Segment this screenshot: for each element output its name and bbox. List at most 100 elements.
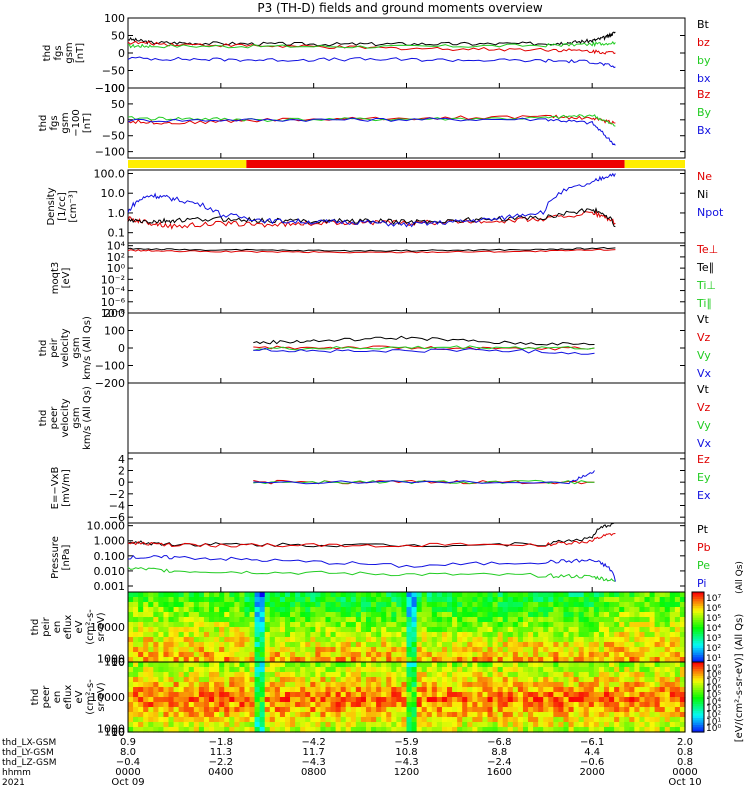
heatmap-cell bbox=[340, 707, 347, 713]
heatmap-cell bbox=[603, 662, 610, 668]
heatmap-cell bbox=[593, 632, 600, 638]
heatmap-cell bbox=[431, 632, 438, 638]
heatmap-cell bbox=[644, 637, 651, 643]
heatmap-cell bbox=[512, 717, 519, 723]
heatmap-cell bbox=[447, 657, 453, 663]
heatmap-cell bbox=[609, 702, 615, 708]
heatmap-cell bbox=[462, 697, 468, 703]
heatmap-cell bbox=[452, 652, 458, 658]
heatmap-cell bbox=[452, 662, 458, 668]
heatmap-cell bbox=[183, 642, 190, 648]
heatmap-cell bbox=[457, 657, 463, 663]
heatmap-cell bbox=[578, 727, 585, 733]
heatmap-cell bbox=[563, 597, 570, 603]
heatmap-cell bbox=[533, 682, 539, 688]
heatmap-cell bbox=[619, 627, 625, 633]
heatmap-cell bbox=[669, 637, 676, 643]
heatmap-cell bbox=[158, 632, 165, 638]
heatmap-cell bbox=[598, 707, 605, 713]
heatmap-cell bbox=[203, 632, 210, 638]
heatmap-cell bbox=[502, 622, 509, 628]
colorbar-tick-label: 10⁷ bbox=[706, 594, 721, 604]
heatmap-cell bbox=[598, 612, 605, 618]
heatmap-cell bbox=[447, 707, 453, 713]
heatmap-cell bbox=[376, 647, 382, 653]
heatmap-cell bbox=[376, 657, 382, 663]
heatmap-cell bbox=[295, 672, 301, 678]
heatmap-cell bbox=[168, 687, 175, 693]
heatmap-cell bbox=[568, 672, 575, 678]
colorbar-cell bbox=[692, 664, 704, 668]
heatmap-cell bbox=[447, 592, 453, 598]
heatmap-cell bbox=[629, 632, 635, 638]
heatmap-cell bbox=[664, 622, 671, 628]
heatmap-cell bbox=[659, 637, 666, 643]
heatmap-cell bbox=[284, 662, 291, 668]
heatmap-cell bbox=[507, 632, 514, 638]
legend-Pi: Pi bbox=[697, 577, 706, 590]
heatmap-cell bbox=[548, 647, 554, 653]
heatmap-cell bbox=[588, 717, 595, 723]
heatmap-cell bbox=[406, 667, 413, 673]
heatmap-cell bbox=[168, 612, 175, 618]
heatmap-cell bbox=[421, 702, 428, 708]
heatmap-cell bbox=[654, 702, 661, 708]
heatmap-cell bbox=[639, 592, 646, 598]
heatmap-cell bbox=[457, 687, 463, 693]
series-Te∥ bbox=[127, 246, 616, 252]
heatmap-cell bbox=[219, 622, 225, 628]
legend-Bx: Bx bbox=[697, 124, 712, 137]
heatmap-cell bbox=[528, 612, 534, 618]
heatmap-cell bbox=[573, 612, 580, 618]
heatmap-cell bbox=[371, 717, 377, 723]
colorbar-tick-label: 10³ bbox=[706, 634, 721, 644]
heatmap-cell bbox=[173, 592, 180, 598]
heatmap-cell bbox=[629, 682, 635, 688]
heatmap-cell bbox=[386, 697, 392, 703]
heatmap-cell bbox=[183, 627, 190, 633]
heatmap-cell bbox=[173, 672, 180, 678]
x-axis-value: 8.8 bbox=[491, 747, 507, 758]
heatmap-cell bbox=[452, 707, 458, 713]
heatmap-cell bbox=[517, 652, 524, 658]
heatmap-cell bbox=[431, 627, 438, 633]
heatmap-cell bbox=[502, 702, 509, 708]
heatmap-cell bbox=[426, 707, 433, 713]
y-tick-label: 200 bbox=[104, 307, 125, 320]
heatmap-cell bbox=[593, 592, 600, 598]
heatmap-cell bbox=[401, 597, 408, 603]
heatmap-cell bbox=[659, 592, 666, 598]
heatmap-cell bbox=[376, 652, 382, 658]
heatmap-cell bbox=[376, 692, 382, 698]
heatmap-cell bbox=[219, 727, 225, 733]
heatmap-cell bbox=[274, 597, 281, 603]
heatmap-cell bbox=[153, 692, 159, 698]
heatmap-cell bbox=[593, 697, 600, 703]
colorbar-cell bbox=[692, 608, 704, 612]
heatmap-cell bbox=[244, 602, 251, 608]
heatmap-cell bbox=[381, 677, 387, 683]
heatmap-cell bbox=[310, 657, 316, 663]
legend-Vt: Vt bbox=[697, 383, 710, 396]
heatmap-cell bbox=[274, 622, 281, 628]
heatmap-cell bbox=[598, 642, 605, 648]
heatmap-cell bbox=[452, 687, 458, 693]
heatmap-cell bbox=[198, 702, 205, 708]
heatmap-cell bbox=[219, 687, 225, 693]
heatmap-cell bbox=[198, 717, 205, 723]
heatmap-cell bbox=[472, 667, 478, 673]
heatmap-cell bbox=[320, 622, 327, 628]
heatmap-cell bbox=[300, 667, 306, 673]
heatmap-cell bbox=[173, 712, 180, 718]
heatmap-cell bbox=[472, 677, 478, 683]
heatmap-cell bbox=[644, 672, 651, 678]
x-axis-value: −0.6 bbox=[580, 757, 604, 768]
heatmap-cell bbox=[158, 662, 165, 668]
heatmap-cell bbox=[269, 682, 276, 688]
heatmap-cell bbox=[553, 682, 560, 688]
heatmap-cell bbox=[477, 612, 484, 618]
heatmap-cell bbox=[158, 712, 165, 718]
colorbar-tick-label: 10⁵ bbox=[706, 691, 721, 701]
heatmap-cell bbox=[533, 647, 539, 653]
heatmap-cell bbox=[588, 602, 595, 608]
